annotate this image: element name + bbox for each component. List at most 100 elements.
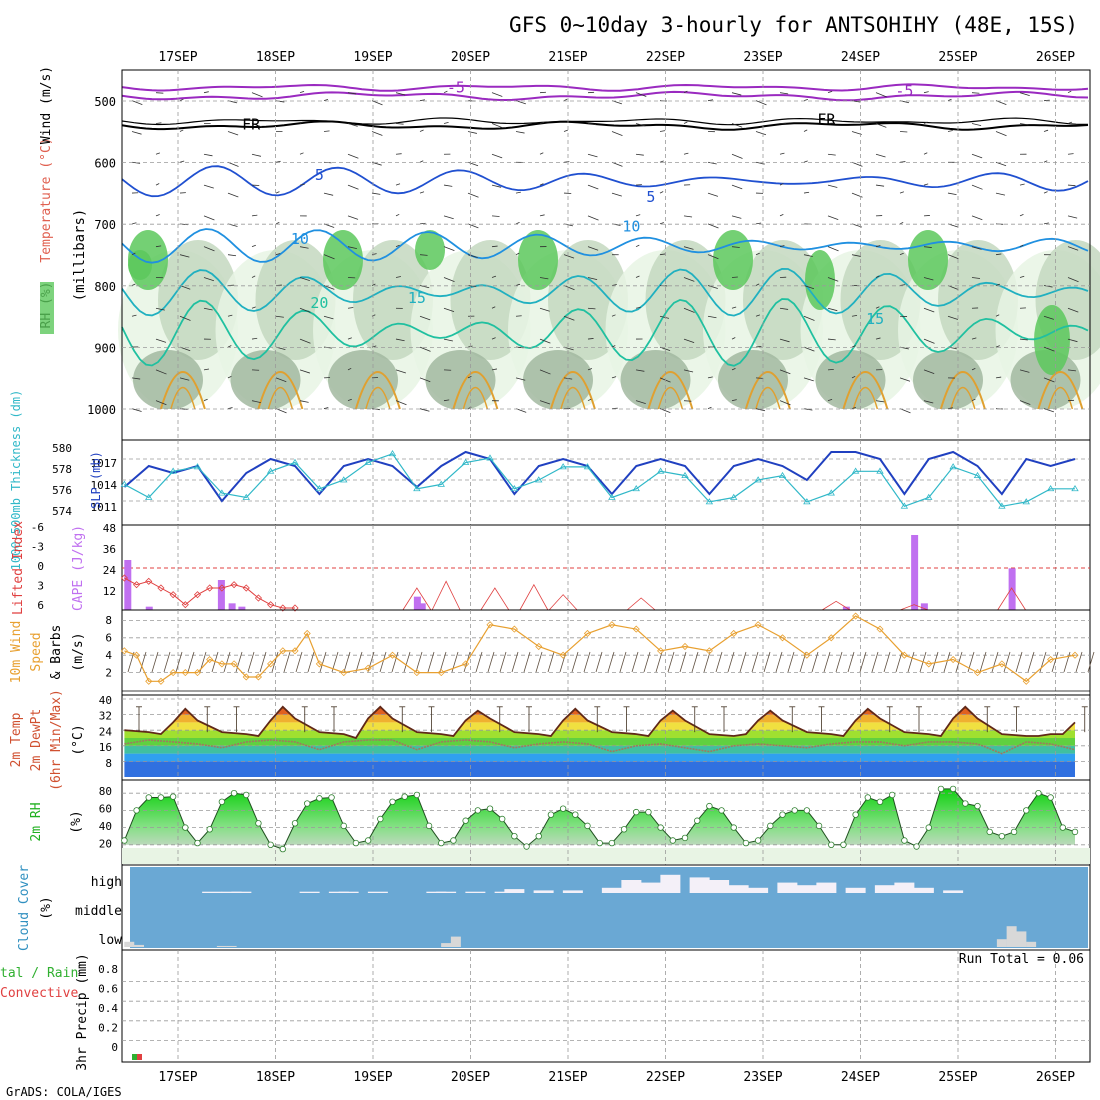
cloud-high-bar [338, 891, 359, 893]
thickness-point [193, 463, 202, 470]
wind-barb [971, 398, 976, 402]
wind-barb [803, 315, 815, 321]
wind-barb [319, 651, 327, 673]
wind-panel-frame [121, 609, 1091, 696]
cloud-cover-panel: high middle low Cloud Cover (%) [17, 864, 1091, 951]
wind-barb [1043, 99, 1050, 102]
wind-barb [539, 338, 551, 344]
thickness-point [778, 471, 787, 479]
wind-barb [1051, 651, 1059, 673]
wind-barb [587, 184, 599, 190]
precip-tick-label: 0 [111, 1041, 118, 1054]
cloud-high-bar [562, 890, 583, 893]
thickness-point [583, 463, 592, 470]
wind-barb [491, 215, 500, 217]
wind-barb [655, 651, 663, 673]
wind-barb [731, 215, 742, 219]
wind-barb [779, 152, 785, 155]
cape-tick-label: 12 [103, 585, 116, 598]
wind-barb [515, 283, 521, 286]
rh-point [572, 811, 579, 818]
wind-barb [203, 398, 208, 402]
wind-barb [1043, 315, 1054, 320]
wind-barb [343, 651, 351, 673]
wind-barb [899, 221, 904, 225]
cape-bar [920, 603, 928, 610]
wind-barb [683, 90, 688, 94]
wind-barb [395, 400, 407, 406]
wind-barb [827, 246, 839, 252]
wind-unit-label: (m/s) [71, 632, 86, 671]
wind-barb [683, 369, 694, 373]
wind-barb [851, 375, 856, 379]
rh-point [230, 790, 238, 797]
wind-barb [347, 398, 352, 402]
wind-barb [779, 245, 785, 248]
wind-barb [683, 246, 694, 250]
below-ground [122, 409, 1090, 440]
temp-band [124, 730, 1075, 738]
rh-point [633, 808, 640, 816]
wind-barb [1043, 222, 1049, 225]
date-tick-label: 17SEP [158, 50, 197, 65]
wind-barb [755, 408, 766, 412]
lifted-index-segment [519, 583, 549, 611]
wind-barb [395, 213, 400, 217]
wind-barb [347, 184, 359, 190]
thickness-point [1022, 498, 1030, 505]
pressure-tick-label: 800 [94, 280, 116, 294]
wind-barb [227, 345, 232, 348]
wind-barb [995, 253, 1002, 256]
wind-barb [683, 338, 695, 344]
wind-y-label: Speed [29, 632, 44, 671]
pressure-tick-label: 700 [94, 218, 116, 232]
wind-barb [679, 651, 687, 673]
wind-barb [155, 152, 160, 155]
wind-barb [803, 191, 810, 194]
wind-barb [203, 215, 215, 221]
wind-barb [299, 369, 310, 374]
slp-tick-label: 1011 [91, 501, 118, 514]
wind-speed-point [230, 660, 238, 668]
wind-speed-point [206, 655, 214, 664]
wind-speed-point [437, 669, 445, 677]
wind-barb [379, 651, 387, 673]
rh-point [169, 793, 177, 800]
rh-point [535, 833, 542, 840]
wind-barb [175, 651, 183, 673]
rh-point [1047, 794, 1054, 801]
rh-point [279, 845, 287, 853]
lifted-index-point [181, 601, 189, 609]
rh-point [657, 824, 664, 831]
pressure-tick-label: 900 [94, 341, 116, 355]
thickness-point [266, 467, 275, 474]
wind-barb [851, 345, 856, 348]
wind-barb [659, 253, 666, 256]
wind-barb [731, 92, 742, 96]
rh-point [803, 807, 811, 814]
wind-speed-point [157, 677, 165, 685]
wind-speed-point [681, 642, 689, 651]
rh-tick-label: 20 [99, 838, 112, 851]
wind-barb [923, 121, 928, 124]
wind-barb [1019, 123, 1029, 126]
wind-barb [923, 91, 929, 94]
bottom-date-axis: 17SEP 18SEP 19SEP 20SEP 21SEP 22SEP 23SEP 24SEP… [158, 1070, 1075, 1085]
cloud-high-bar [943, 890, 964, 893]
wind-barb [271, 651, 279, 673]
rh-shade [620, 350, 691, 410]
lifted-index-segment [899, 604, 929, 611]
rh-tick-label: 40 [99, 820, 112, 833]
lifted-index-point [145, 577, 153, 585]
wind-barb [259, 651, 267, 673]
wind-barb [347, 92, 357, 95]
wind-barb [155, 338, 167, 343]
thickness-point [218, 489, 226, 496]
rh-point [1035, 790, 1042, 797]
precip-total-bar [132, 1054, 137, 1060]
wind-barb [827, 215, 839, 221]
cape-bar [911, 535, 919, 610]
cloud-low-bar [1026, 941, 1037, 947]
wind-barb [683, 307, 695, 313]
cloud-unit-label: (%) [39, 896, 54, 919]
